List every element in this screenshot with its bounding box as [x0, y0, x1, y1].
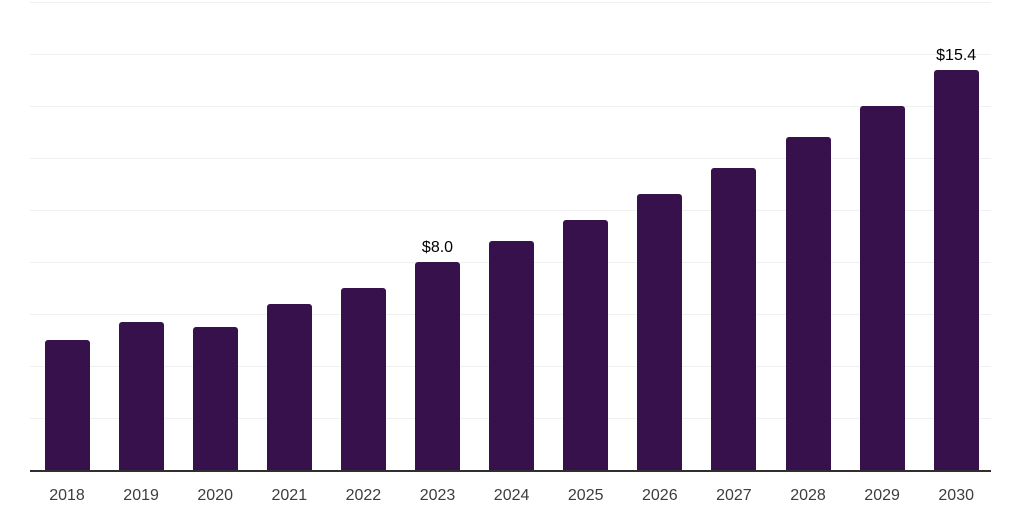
bar-2020 [192, 327, 238, 470]
x-tick-2027: 2027 [716, 487, 752, 504]
x-tick-2021: 2021 [271, 487, 308, 504]
gridline [30, 2, 991, 3]
x-tick-2024: 2024 [493, 487, 530, 504]
bar-2026 [637, 194, 683, 470]
gridline [30, 210, 991, 211]
bar-2021 [266, 303, 312, 470]
gridline [30, 54, 991, 55]
x-tick-2022: 2022 [345, 487, 382, 504]
bar-2028 [785, 137, 831, 470]
gridline [30, 158, 991, 159]
bar-2018 [44, 340, 90, 470]
bar-2027 [711, 168, 757, 470]
bar-2030 [933, 69, 979, 470]
x-axis-line [30, 470, 991, 472]
x-tick-2030: 2030 [938, 487, 974, 504]
x-tick-2023: 2023 [419, 487, 456, 504]
bar-2019 [118, 321, 164, 470]
x-tick-2019: 2019 [123, 487, 159, 504]
bar-2024 [489, 241, 535, 470]
x-tick-2018: 2018 [49, 487, 85, 504]
x-tick-2026: 2026 [642, 487, 678, 504]
x-tick-2029: 2029 [864, 487, 900, 504]
bar-value-label-2023: $8.0 [421, 239, 454, 256]
x-tick-2028: 2028 [790, 487, 826, 504]
bar-2022 [340, 288, 386, 470]
bar-2023 [415, 262, 460, 470]
x-tick-2020: 2020 [197, 487, 233, 504]
bar-2025 [563, 220, 609, 470]
x-tick-2025: 2025 [567, 487, 604, 504]
bar-value-label-2030: $15.4 [936, 46, 977, 64]
gridline [30, 106, 991, 107]
bar-2029 [859, 106, 905, 470]
